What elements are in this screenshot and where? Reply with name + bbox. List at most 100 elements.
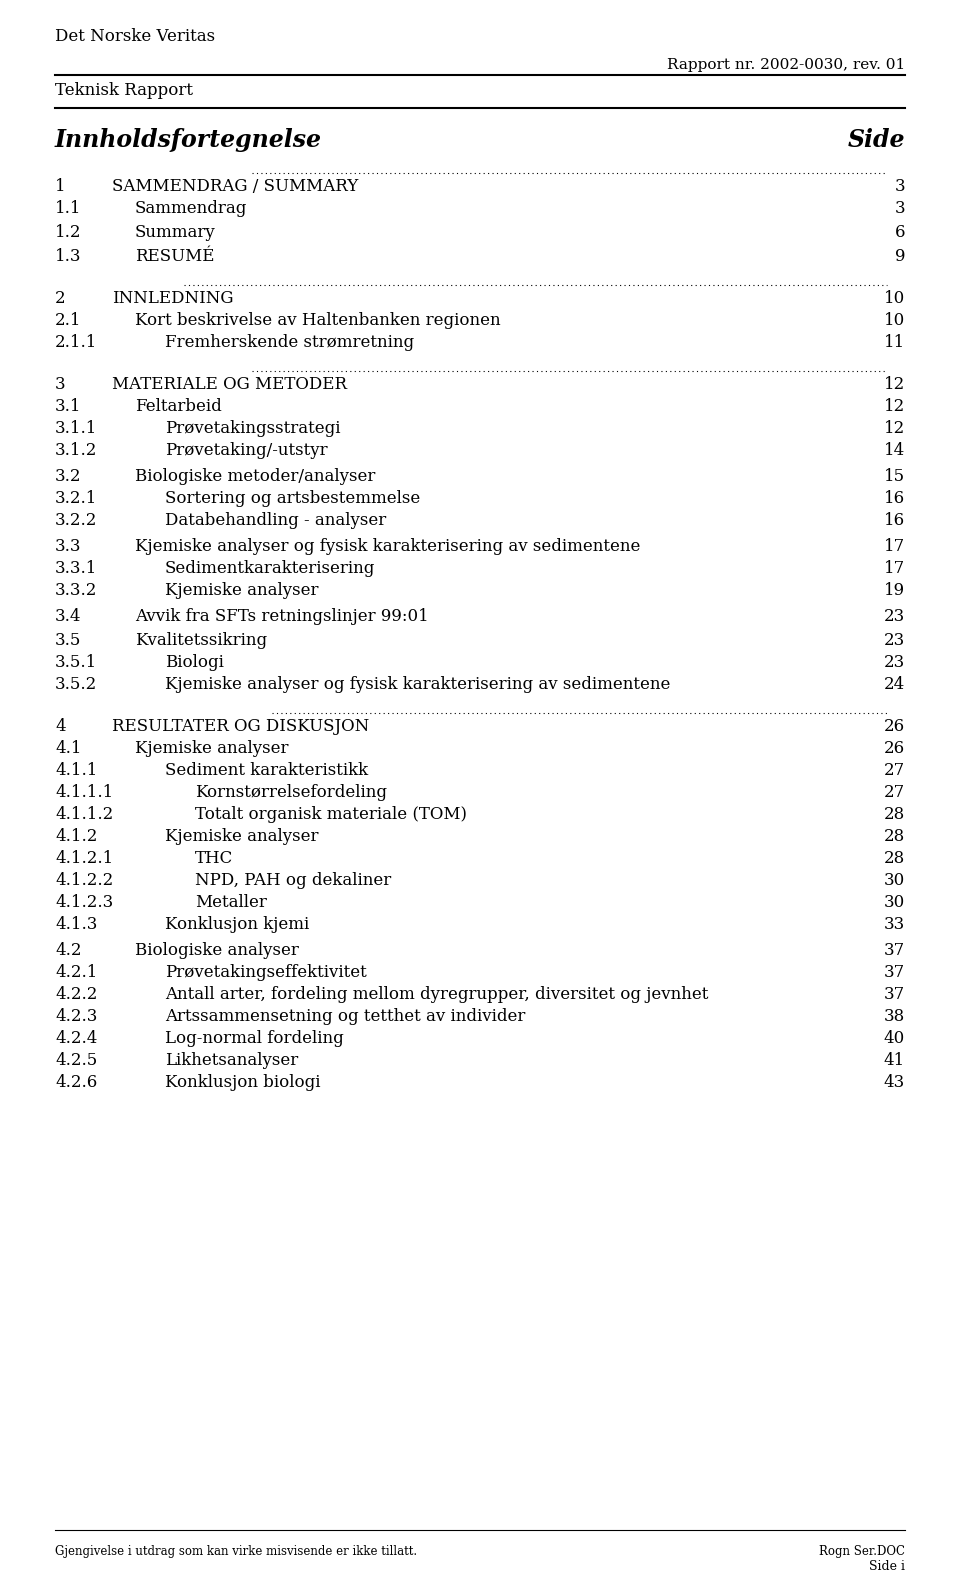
Text: Rapport nr. 2002-0030, rev. 01: Rapport nr. 2002-0030, rev. 01 bbox=[667, 58, 905, 72]
Text: Kjemiske analyser: Kjemiske analyser bbox=[135, 739, 289, 757]
Text: 3.3: 3.3 bbox=[55, 538, 82, 555]
Text: 15: 15 bbox=[884, 469, 905, 484]
Text: Metaller: Metaller bbox=[195, 893, 267, 911]
Text: 17: 17 bbox=[884, 538, 905, 555]
Text: Artssammensetning og tetthet av individer: Artssammensetning og tetthet av individe… bbox=[165, 1008, 525, 1026]
Text: Biologiske analyser: Biologiske analyser bbox=[135, 942, 299, 960]
Text: Innholdsfortegnelse: Innholdsfortegnelse bbox=[55, 127, 322, 153]
Text: Antall arter, fordeling mellom dyregrupper, diversitet og jevnhet: Antall arter, fordeling mellom dyregrupp… bbox=[165, 986, 708, 1004]
Text: 4.2.2: 4.2.2 bbox=[55, 986, 97, 1004]
Text: 28: 28 bbox=[884, 827, 905, 845]
Text: 30: 30 bbox=[884, 871, 905, 889]
Text: 12: 12 bbox=[884, 376, 905, 393]
Text: 37: 37 bbox=[884, 986, 905, 1004]
Text: 2.1.1: 2.1.1 bbox=[55, 333, 97, 351]
Text: Prøvetakingsstrategi: Prøvetakingsstrategi bbox=[165, 420, 341, 437]
Text: 14: 14 bbox=[884, 442, 905, 459]
Text: Avvik fra SFTs retningslinjer 99:01: Avvik fra SFTs retningslinjer 99:01 bbox=[135, 609, 429, 624]
Text: 23: 23 bbox=[884, 609, 905, 624]
Text: 4.2: 4.2 bbox=[55, 942, 82, 960]
Text: 3.3.1: 3.3.1 bbox=[55, 560, 97, 577]
Text: Side: Side bbox=[848, 127, 905, 153]
Text: 23: 23 bbox=[884, 632, 905, 650]
Text: 23: 23 bbox=[884, 654, 905, 672]
Text: Kornstørrelsefordeling: Kornstørrelsefordeling bbox=[195, 783, 387, 801]
Text: 3.2.2: 3.2.2 bbox=[55, 511, 97, 529]
Text: 4.2.3: 4.2.3 bbox=[55, 1008, 97, 1026]
Text: Det Norske Veritas: Det Norske Veritas bbox=[55, 28, 215, 46]
Text: Prøvetaking/-utstyr: Prøvetaking/-utstyr bbox=[165, 442, 327, 459]
Text: Side i: Side i bbox=[869, 1560, 905, 1573]
Text: 3.1.1: 3.1.1 bbox=[55, 420, 97, 437]
Text: Konklusjon biologi: Konklusjon biologi bbox=[165, 1074, 321, 1092]
Text: 3.2.1: 3.2.1 bbox=[55, 491, 97, 507]
Text: RESULTATER OG DISKUSJON: RESULTATER OG DISKUSJON bbox=[112, 717, 370, 735]
Text: Kjemiske analyser: Kjemiske analyser bbox=[165, 582, 319, 599]
Text: 41: 41 bbox=[884, 1052, 905, 1070]
Text: 4.1.1.1: 4.1.1.1 bbox=[55, 783, 113, 801]
Text: 4.2.5: 4.2.5 bbox=[55, 1052, 97, 1070]
Text: Prøvetakingseffektivitet: Prøvetakingseffektivitet bbox=[165, 964, 367, 982]
Text: Biologiske metoder/analyser: Biologiske metoder/analyser bbox=[135, 469, 375, 484]
Text: 16: 16 bbox=[884, 491, 905, 507]
Text: 38: 38 bbox=[884, 1008, 905, 1026]
Text: 17: 17 bbox=[884, 560, 905, 577]
Text: 4.1: 4.1 bbox=[55, 739, 82, 757]
Text: 4.2.1: 4.2.1 bbox=[55, 964, 97, 982]
Text: Sortering og artsbestemmelse: Sortering og artsbestemmelse bbox=[165, 491, 420, 507]
Text: 3.1: 3.1 bbox=[55, 398, 82, 415]
Text: 1: 1 bbox=[55, 178, 65, 195]
Text: 6: 6 bbox=[895, 223, 905, 241]
Text: 3.5.1: 3.5.1 bbox=[55, 654, 97, 672]
Text: 11: 11 bbox=[884, 333, 905, 351]
Text: Gjengivelse i utdrag som kan virke misvisende er ikke tillatt.: Gjengivelse i utdrag som kan virke misvi… bbox=[55, 1545, 418, 1557]
Text: 43: 43 bbox=[884, 1074, 905, 1092]
Text: Feltarbeid: Feltarbeid bbox=[135, 398, 222, 415]
Text: Sammendrag: Sammendrag bbox=[135, 200, 248, 217]
Text: NPD, PAH og dekaliner: NPD, PAH og dekaliner bbox=[195, 871, 392, 889]
Text: 3.3.2: 3.3.2 bbox=[55, 582, 97, 599]
Text: 4.1.2.2: 4.1.2.2 bbox=[55, 871, 113, 889]
Text: 12: 12 bbox=[884, 398, 905, 415]
Text: 37: 37 bbox=[884, 964, 905, 982]
Text: 4.1.2.1: 4.1.2.1 bbox=[55, 849, 113, 867]
Text: Summary: Summary bbox=[135, 223, 216, 241]
Text: Kvalitetssikring: Kvalitetssikring bbox=[135, 632, 267, 650]
Text: 40: 40 bbox=[884, 1030, 905, 1048]
Text: 4.1.2.3: 4.1.2.3 bbox=[55, 893, 113, 911]
Text: Biologi: Biologi bbox=[165, 654, 224, 672]
Text: 9: 9 bbox=[895, 249, 905, 264]
Text: Fremherskende strømretning: Fremherskende strømretning bbox=[165, 333, 414, 351]
Text: 1.1: 1.1 bbox=[55, 200, 82, 217]
Text: Kjemiske analyser: Kjemiske analyser bbox=[165, 827, 319, 845]
Text: 24: 24 bbox=[884, 676, 905, 694]
Text: 28: 28 bbox=[884, 849, 905, 867]
Text: Teknisk Rapport: Teknisk Rapport bbox=[55, 82, 193, 99]
Text: 4.1.2: 4.1.2 bbox=[55, 827, 97, 845]
Text: Konklusjon kjemi: Konklusjon kjemi bbox=[165, 915, 309, 933]
Text: Totalt organisk materiale (TOM): Totalt organisk materiale (TOM) bbox=[195, 805, 467, 823]
Text: 3.5: 3.5 bbox=[55, 632, 82, 650]
Text: 33: 33 bbox=[884, 915, 905, 933]
Text: 4.1.1: 4.1.1 bbox=[55, 761, 97, 779]
Text: 3.2: 3.2 bbox=[55, 469, 82, 484]
Text: 16: 16 bbox=[884, 511, 905, 529]
Text: THC: THC bbox=[195, 849, 233, 867]
Text: Sedimentkarakterisering: Sedimentkarakterisering bbox=[165, 560, 375, 577]
Text: 4.1.1.2: 4.1.1.2 bbox=[55, 805, 113, 823]
Text: MATERIALE OG METODER: MATERIALE OG METODER bbox=[112, 376, 347, 393]
Text: INNLEDNING: INNLEDNING bbox=[112, 289, 233, 307]
Text: Kjemiske analyser og fysisk karakterisering av sedimentene: Kjemiske analyser og fysisk karakteriser… bbox=[165, 676, 670, 694]
Text: Sediment karakteristikk: Sediment karakteristikk bbox=[165, 761, 368, 779]
Text: 4.2.6: 4.2.6 bbox=[55, 1074, 97, 1092]
Text: 3.4: 3.4 bbox=[55, 609, 82, 624]
Text: Likhetsanalyser: Likhetsanalyser bbox=[165, 1052, 299, 1070]
Text: 27: 27 bbox=[884, 761, 905, 779]
Text: 19: 19 bbox=[884, 582, 905, 599]
Text: 30: 30 bbox=[884, 893, 905, 911]
Text: 2.1: 2.1 bbox=[55, 311, 82, 329]
Text: 1.3: 1.3 bbox=[55, 249, 82, 264]
Text: 2: 2 bbox=[55, 289, 65, 307]
Text: 3.5.2: 3.5.2 bbox=[55, 676, 97, 694]
Text: 3: 3 bbox=[55, 376, 65, 393]
